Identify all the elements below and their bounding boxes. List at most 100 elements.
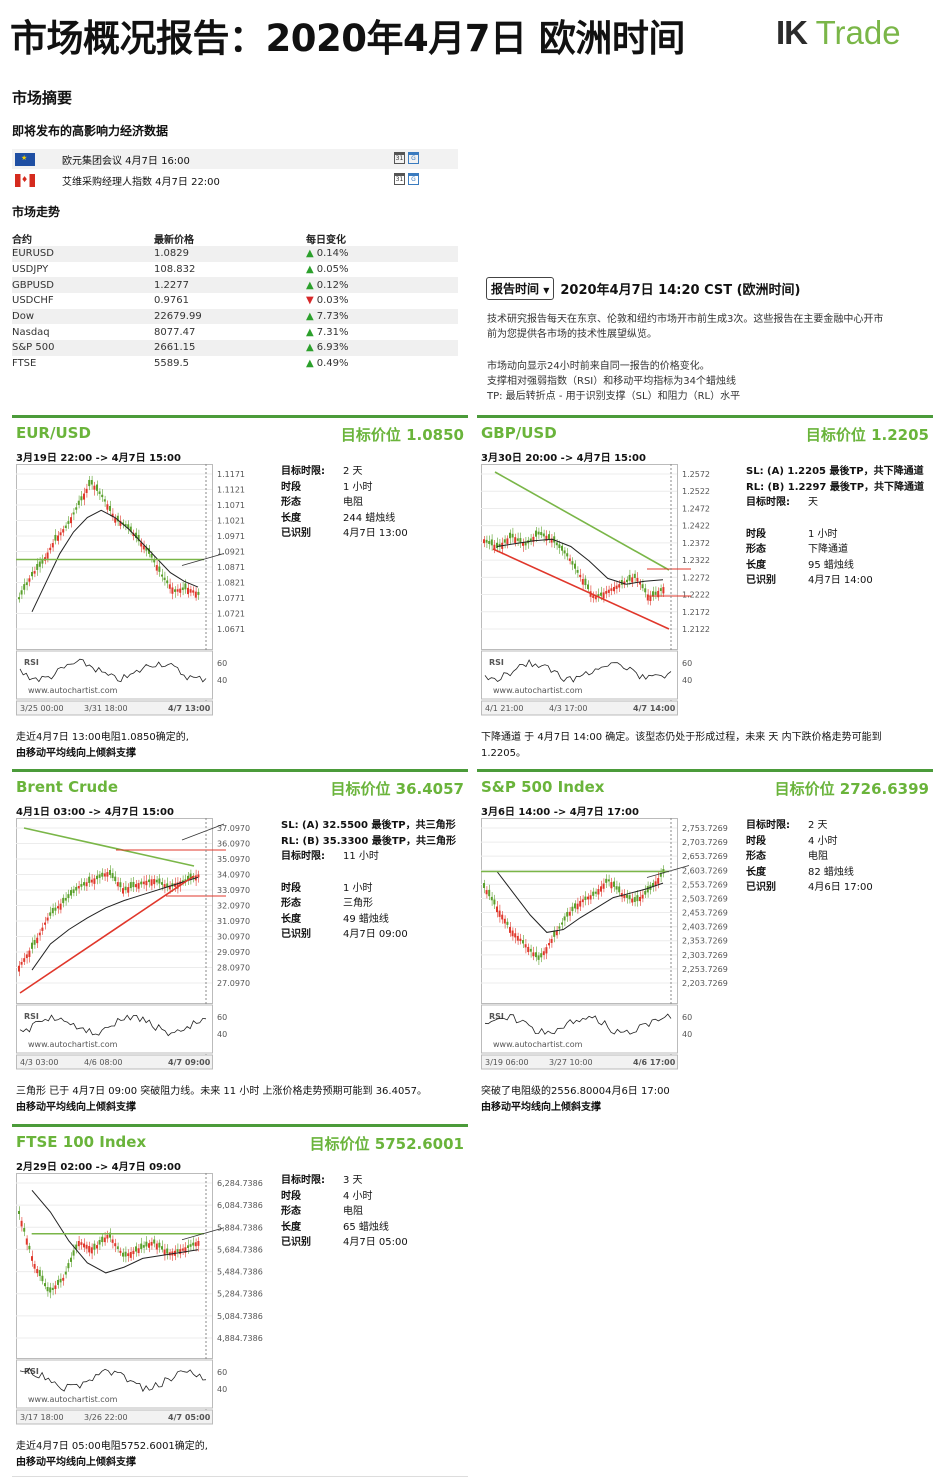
candle-body — [503, 539, 506, 543]
x-tick-label: 4/3 03:00 — [20, 1058, 58, 1067]
price-chart[interactable]: 6,284.7386 6,084.7386 5,884.7386 5,684.7386… — [16, 1173, 270, 1435]
info-value: 4 小时 — [343, 1190, 373, 1202]
summary-heading: 市场摘要 — [12, 89, 73, 107]
rsi-tick-label: 60 — [217, 659, 227, 668]
report-time-button[interactable]: 报告时间 ▼ — [486, 277, 555, 300]
candle-body — [641, 894, 644, 899]
candle-body — [114, 876, 117, 882]
info-value: 三角形 — [343, 898, 373, 909]
candle-body — [140, 881, 143, 885]
panel-eurusd: EUR/USD 目标价位 1.0850 3月19日 22:00 -> 4月7日 … — [12, 415, 468, 765]
report-note-line: 市场动向显示24小时前来自同一报告的价格变化。 — [487, 361, 710, 372]
y-tick-label: 1.2522 — [682, 487, 710, 496]
cell-price: 2661.15 — [154, 342, 196, 354]
info-key: 目标时限: — [746, 820, 790, 831]
candle-body — [161, 574, 163, 577]
panel-name: GBP/USD — [481, 424, 557, 442]
cell-symbol: USDCHF — [12, 295, 54, 307]
cell-change: ▲ 0.05% — [306, 264, 348, 275]
moving-average-line — [31, 1189, 199, 1274]
cell-symbol: FTSE — [12, 358, 37, 370]
candle-body — [33, 1264, 36, 1269]
candle-body — [584, 578, 587, 586]
candle-body — [44, 922, 46, 925]
rsi-line — [19, 1367, 207, 1393]
candle-body — [597, 889, 600, 895]
y-tick-label: 29.0970 — [217, 948, 250, 957]
x-tick-label: 3/27 10:00 — [549, 1058, 593, 1067]
x-tick-label: 3/19 06:00 — [485, 1058, 529, 1067]
pattern-info: 目标时限: 2 天 时段 1 小时 形态 电阻 长度 244 蜡烛线 已识别 4月7日 1… — [281, 464, 408, 542]
candle-body — [633, 897, 636, 902]
candle-body — [662, 587, 665, 594]
price-chart[interactable]: 1.2572 1.2522 1.2472 1.2422 1.2372 1.2322 1.22… — [481, 464, 735, 726]
y-tick-label: 2,403.7269 — [682, 923, 728, 932]
table-row: Nasdaq 8077.47 ▲ 7.31% — [12, 324, 458, 340]
candle-body — [584, 896, 587, 900]
channel-bottom-line — [492, 548, 670, 630]
candle-body — [25, 582, 28, 586]
y-tick-label: 2,503.7269 — [682, 894, 728, 903]
candle-body — [498, 543, 501, 547]
candle-body — [496, 542, 498, 549]
candle-body — [176, 882, 179, 889]
cell-change: ▲ 7.73% — [306, 311, 348, 322]
candle-body — [623, 581, 626, 585]
triangle-bottom-line — [19, 875, 195, 994]
candle-body — [194, 1242, 197, 1247]
y-tick-label: 2,453.7269 — [682, 909, 728, 918]
report-intro-line: 前为您提供各市场的技术性展望纵览。 — [487, 329, 657, 340]
x-tick-label: 4/7 05:00 — [168, 1413, 211, 1422]
candle-body — [36, 1269, 39, 1274]
candle-body — [506, 921, 509, 925]
calendar-icons: 31 G — [394, 152, 419, 164]
info-key: 时段 — [746, 835, 766, 847]
panel-name: FTSE 100 Index — [16, 1133, 147, 1151]
candle-body — [594, 891, 597, 894]
candle-body — [127, 524, 130, 529]
candle-body — [23, 584, 26, 590]
cell-change: ▲ 0.12% — [306, 280, 348, 291]
candle-body — [109, 1232, 111, 1238]
price-chart[interactable]: 37.0970 36.0970 35.0970 34.0970 33.0970 32.09… — [16, 818, 270, 1080]
candle-body — [187, 587, 189, 595]
candle-body — [72, 1250, 75, 1256]
candle-body — [561, 545, 563, 551]
candle-body — [179, 1249, 182, 1255]
cell-symbol: Dow — [12, 311, 34, 323]
candle-body — [28, 578, 31, 582]
candle-body — [46, 1287, 49, 1292]
candle-body — [623, 894, 626, 898]
cell-symbol: USDJPY — [12, 264, 49, 276]
candle-body — [83, 882, 85, 886]
candle-body — [124, 886, 127, 891]
y-tick-label: 5,284.7386 — [217, 1290, 263, 1299]
candle-body — [540, 532, 543, 536]
candle-body — [194, 591, 197, 598]
candle-body — [70, 1257, 72, 1262]
event-text: 欧元集团会议 4月7日 16:00 — [62, 155, 190, 167]
google-calendar-icon[interactable]: G — [408, 173, 419, 185]
plot-frame — [16, 1173, 213, 1359]
candle-body — [566, 553, 569, 557]
panel-target: 目标价位 1.0850 — [340, 426, 464, 444]
pattern-info: SL: (A) 32.5500 最後TP，共三角形 RL: (B) 35.330… — [281, 818, 456, 943]
candle-body — [189, 1244, 192, 1247]
candle-body — [93, 485, 96, 490]
price-chart[interactable]: 2,753.7269 2,703.7269 2,653.7269 2,603.7269… — [481, 818, 735, 1080]
candle-body — [80, 884, 83, 887]
change-value: 0.49% — [316, 358, 349, 370]
rsi-frame — [16, 1359, 213, 1409]
calendar-icon[interactable]: 31 — [394, 152, 405, 164]
candle-body — [639, 896, 641, 902]
google-calendar-icon[interactable]: G — [408, 152, 419, 164]
price-chart[interactable]: 1.1171 1.1121 1.1071 1.1021 1.0971 1.0921 1.08… — [16, 464, 270, 726]
candle-body — [59, 903, 62, 910]
cell-price: 1.0829 — [154, 248, 189, 260]
candle-body — [18, 597, 20, 600]
candle-body — [540, 953, 543, 958]
calendar-icon[interactable]: 31 — [394, 173, 405, 185]
info-value: 4 小时 — [808, 835, 838, 847]
pattern-info: SL: (A) 1.2205 最後TP，共下降通道 RL: (B) 1.2297… — [746, 464, 924, 589]
panel-description: 下降通道 于 4月7日 14:00 确定。该型态仍处于形成过程，未来 天 内下跌… — [481, 730, 931, 761]
